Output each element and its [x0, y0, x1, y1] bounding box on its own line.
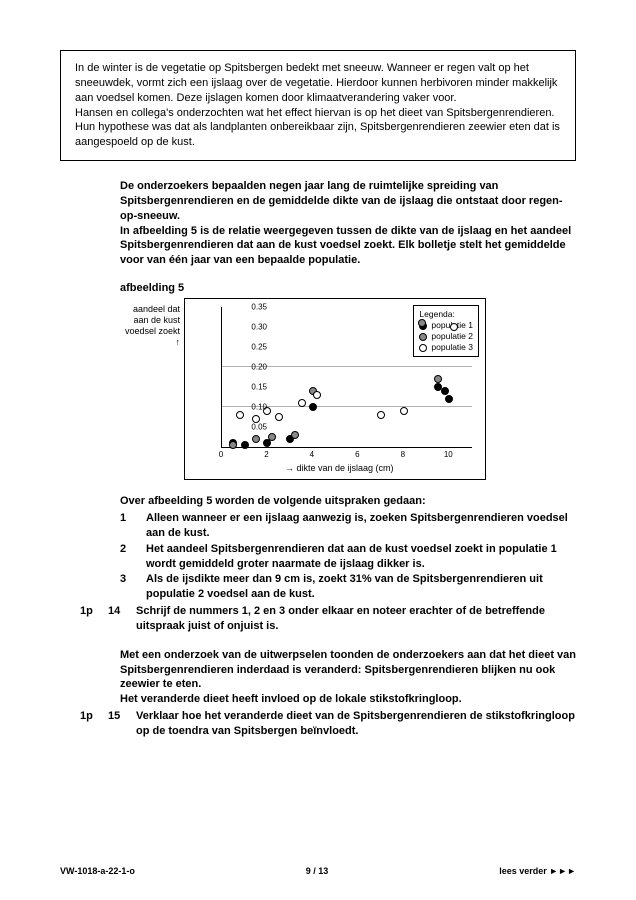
question-15: 1p 15 Verklaar hoe het veranderde dieet …: [80, 709, 576, 739]
x-axis-label: → dikte van de ijslaag (cm): [285, 463, 394, 473]
statement: 3Als de ijsdikte meer dan 9 cm is, zoekt…: [120, 572, 576, 602]
footer-center: 9 / 13: [306, 866, 329, 876]
statement: 2Het aandeel Spitsbergenrendieren dat aa…: [120, 542, 576, 572]
data-point: [236, 411, 244, 419]
data-point: [313, 391, 321, 399]
exam-page: In de winter is de vegetatie op Spitsber…: [0, 0, 636, 900]
figure-label: afbeelding 5: [120, 282, 576, 294]
data-point: [275, 413, 283, 421]
data-point: [400, 407, 408, 415]
data-point: [252, 435, 260, 443]
footer-right: lees verder ►►►: [499, 866, 576, 876]
data-point: [298, 399, 306, 407]
data-point: [241, 441, 249, 449]
statements-intro: Over afbeelding 5 worden de volgende uit…: [120, 494, 576, 509]
data-point: [434, 375, 442, 383]
data-point: [441, 387, 449, 395]
data-point: [418, 319, 426, 327]
page-footer: VW-1018-a-22-1-o 9 / 13 lees verder ►►►: [60, 866, 576, 876]
data-point: [377, 411, 385, 419]
y-axis-label: aandeel dat aan de kust voedsel zoekt↑: [120, 298, 180, 347]
question-14: 1p 14 Schrijf de nummers 1, 2 en 3 onder…: [80, 604, 576, 634]
intro-box: In de winter is de vegetatie op Spitsber…: [60, 50, 576, 161]
body-paragraph-2: Met een onderzoek van de uitwerpselen to…: [120, 648, 576, 707]
statement: 1Alleen wanneer er een ijslaag aanwezig …: [120, 511, 576, 541]
data-point: [291, 431, 299, 439]
chart-box: Legenda: populatie 1populatie 2populatie…: [184, 298, 486, 480]
data-point: [268, 433, 276, 441]
data-point: [309, 403, 317, 411]
intro-text: In de winter is de vegetatie op Spitsber…: [75, 62, 560, 148]
footer-left: VW-1018-a-22-1-o: [60, 866, 135, 876]
body-paragraph-1: De onderzoekers bepaalden negen jaar lan…: [120, 179, 576, 268]
statements-block: Over afbeelding 5 worden de volgende uit…: [120, 494, 576, 602]
data-point: [445, 395, 453, 403]
data-point: [450, 323, 458, 331]
data-point: [229, 441, 237, 449]
chart-container: aandeel dat aan de kust voedsel zoekt↑ L…: [120, 298, 576, 480]
